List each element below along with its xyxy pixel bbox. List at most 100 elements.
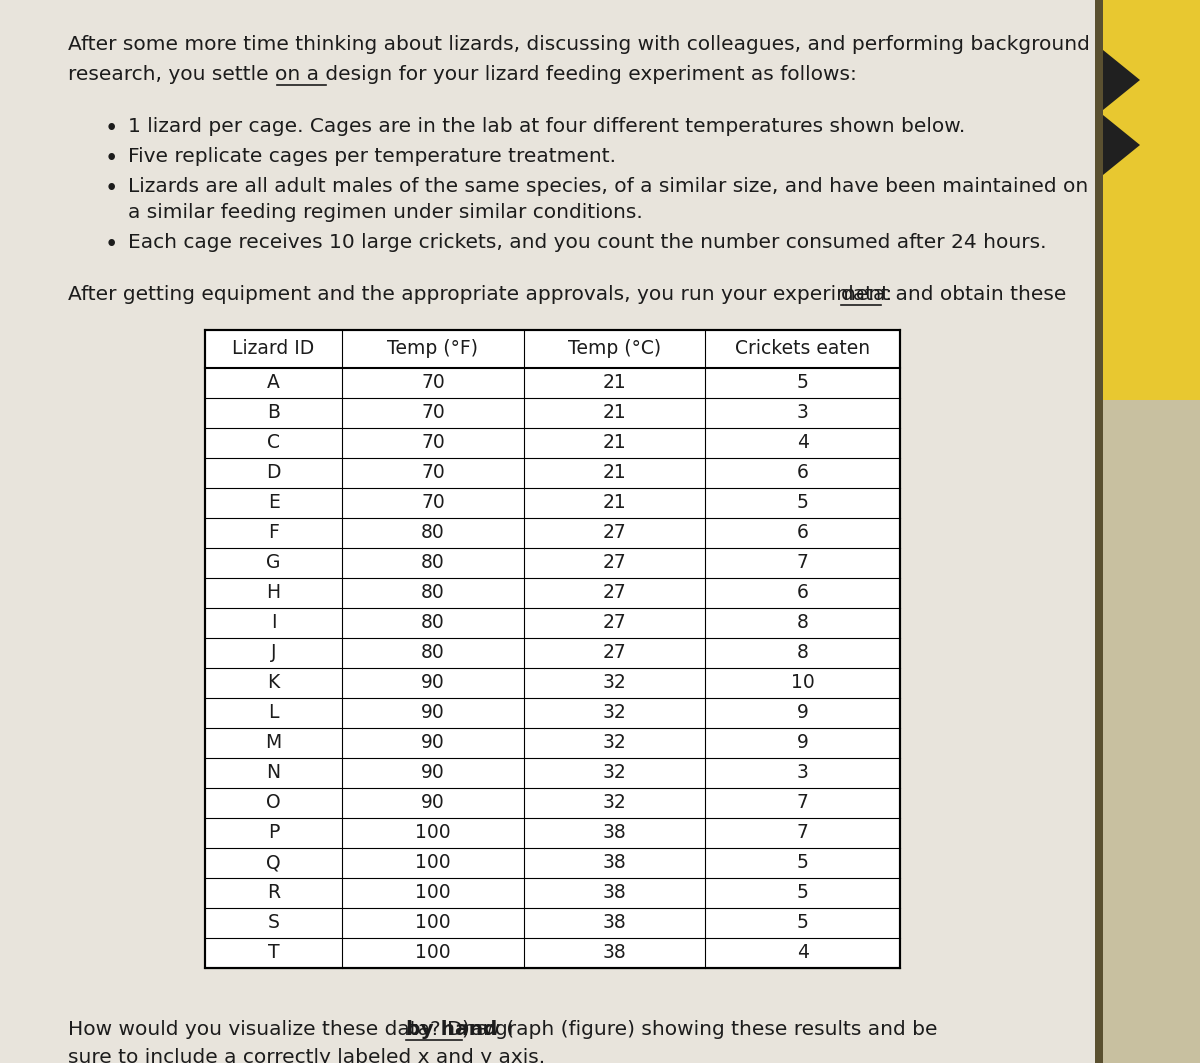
- Text: 3: 3: [797, 763, 809, 782]
- Text: •: •: [106, 233, 119, 256]
- Text: After some more time thinking about lizards, discussing with colleagues, and per: After some more time thinking about liza…: [68, 35, 1090, 54]
- Text: 4: 4: [797, 944, 809, 962]
- Text: O: O: [266, 793, 281, 812]
- Text: 100: 100: [415, 854, 451, 873]
- Text: Temp (°F): Temp (°F): [388, 339, 479, 358]
- Text: 38: 38: [602, 913, 626, 932]
- Bar: [1096, 0, 1200, 1063]
- Text: 6: 6: [797, 523, 809, 542]
- Text: A: A: [268, 373, 280, 392]
- Text: 90: 90: [421, 793, 445, 812]
- Text: Temp (°C): Temp (°C): [568, 339, 661, 358]
- Text: K: K: [268, 674, 280, 692]
- Text: 3: 3: [797, 404, 809, 422]
- Text: 100: 100: [415, 883, 451, 902]
- Bar: [1096, 0, 1200, 400]
- Text: data:: data:: [841, 285, 893, 304]
- Text: •: •: [106, 178, 119, 200]
- Text: 80: 80: [421, 613, 445, 632]
- Text: 8: 8: [797, 613, 809, 632]
- Text: ) a graph (figure) showing these results and be: ) a graph (figure) showing these results…: [462, 1020, 938, 1039]
- Text: 6: 6: [797, 463, 809, 483]
- Text: 70: 70: [421, 463, 445, 483]
- Polygon shape: [1103, 115, 1140, 175]
- Text: How would you visualize these data? Draw (: How would you visualize these data? Draw…: [68, 1020, 514, 1039]
- Text: 4: 4: [797, 434, 809, 453]
- Text: 70: 70: [421, 434, 445, 453]
- Text: 21: 21: [602, 404, 626, 422]
- Text: 80: 80: [421, 554, 445, 573]
- Text: 70: 70: [421, 404, 445, 422]
- Text: Each cage receives 10 large crickets, and you count the number consumed after 24: Each cage receives 10 large crickets, an…: [128, 233, 1046, 252]
- Text: 38: 38: [602, 883, 626, 902]
- Text: 1 lizard per cage. Cages are in the lab at four different temperatures shown bel: 1 lizard per cage. Cages are in the lab …: [128, 117, 965, 136]
- Bar: [205, 330, 900, 968]
- Text: 7: 7: [797, 793, 809, 812]
- Text: M: M: [265, 733, 282, 753]
- Text: L: L: [269, 704, 278, 723]
- Text: Q: Q: [266, 854, 281, 873]
- Text: 100: 100: [415, 824, 451, 843]
- Text: 32: 32: [602, 704, 626, 723]
- Text: E: E: [268, 493, 280, 512]
- Text: 32: 32: [602, 733, 626, 753]
- Text: D: D: [266, 463, 281, 483]
- Text: 100: 100: [415, 913, 451, 932]
- Text: 9: 9: [797, 704, 809, 723]
- Text: 70: 70: [421, 373, 445, 392]
- Text: T: T: [268, 944, 280, 962]
- Polygon shape: [1103, 50, 1140, 109]
- Text: 80: 80: [421, 523, 445, 542]
- Text: 21: 21: [602, 463, 626, 483]
- Text: Lizards are all adult males of the same species, of a similar size, and have bee: Lizards are all adult males of the same …: [128, 178, 1088, 196]
- Text: F: F: [268, 523, 280, 542]
- Text: research, you settle on a design for your lizard feeding experiment as follows:: research, you settle on a design for you…: [68, 65, 857, 84]
- Text: 90: 90: [421, 704, 445, 723]
- Text: 38: 38: [602, 944, 626, 962]
- Text: •: •: [106, 117, 119, 140]
- Text: 5: 5: [797, 854, 809, 873]
- Text: P: P: [268, 824, 280, 843]
- Text: 80: 80: [421, 584, 445, 603]
- Text: 7: 7: [797, 554, 809, 573]
- Text: H: H: [266, 584, 281, 603]
- Text: 90: 90: [421, 733, 445, 753]
- Text: 7: 7: [797, 824, 809, 843]
- Text: I: I: [271, 613, 276, 632]
- Text: 38: 38: [602, 854, 626, 873]
- Text: 21: 21: [602, 434, 626, 453]
- Text: N: N: [266, 763, 281, 782]
- Text: 27: 27: [602, 584, 626, 603]
- Text: 5: 5: [797, 913, 809, 932]
- Text: by hand: by hand: [406, 1020, 498, 1039]
- Bar: [1096, 0, 1103, 1063]
- Text: 27: 27: [602, 523, 626, 542]
- Text: 32: 32: [602, 763, 626, 782]
- Text: R: R: [268, 883, 280, 902]
- Text: 80: 80: [421, 643, 445, 662]
- Text: 27: 27: [602, 643, 626, 662]
- Text: S: S: [268, 913, 280, 932]
- Text: 90: 90: [421, 763, 445, 782]
- Text: 5: 5: [797, 493, 809, 512]
- Text: J: J: [271, 643, 276, 662]
- Text: 27: 27: [602, 554, 626, 573]
- Text: 32: 32: [602, 674, 626, 692]
- Text: After getting equipment and the appropriate approvals, you run your experiment a: After getting equipment and the appropri…: [68, 285, 1073, 304]
- Text: sure to include a correctly labeled x and y axis.: sure to include a correctly labeled x an…: [68, 1048, 545, 1063]
- Text: 6: 6: [797, 584, 809, 603]
- Text: •: •: [106, 147, 119, 170]
- Text: B: B: [268, 404, 280, 422]
- Text: G: G: [266, 554, 281, 573]
- Text: 9: 9: [797, 733, 809, 753]
- Text: 38: 38: [602, 824, 626, 843]
- Text: Five replicate cages per temperature treatment.: Five replicate cages per temperature tre…: [128, 147, 616, 166]
- Text: 70: 70: [421, 493, 445, 512]
- Text: 8: 8: [797, 643, 809, 662]
- Text: 27: 27: [602, 613, 626, 632]
- Text: 5: 5: [797, 373, 809, 392]
- Text: 90: 90: [421, 674, 445, 692]
- Text: Lizard ID: Lizard ID: [233, 339, 314, 358]
- Text: 21: 21: [602, 373, 626, 392]
- Text: 32: 32: [602, 793, 626, 812]
